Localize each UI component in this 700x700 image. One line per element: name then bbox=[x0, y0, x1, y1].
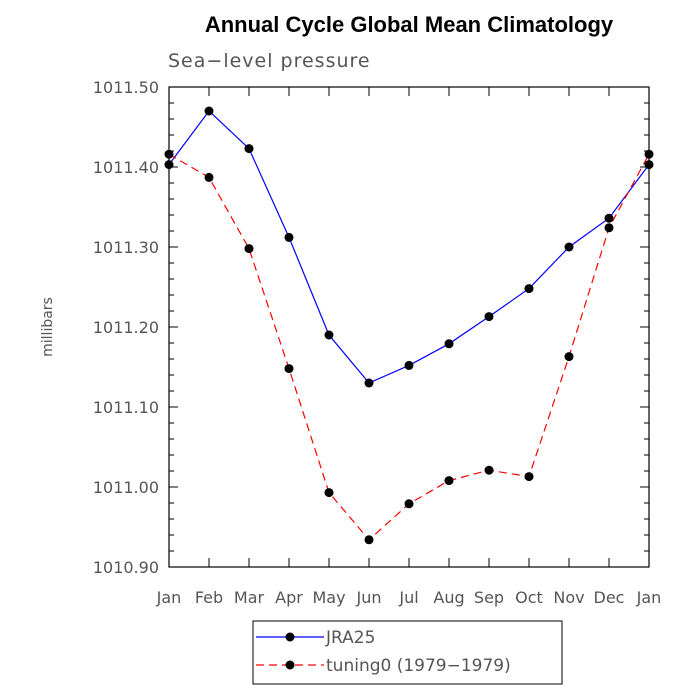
data-point bbox=[164, 149, 174, 159]
data-point bbox=[244, 244, 254, 254]
data-point bbox=[164, 160, 174, 170]
y-tick-label: 1011.10 bbox=[93, 398, 159, 417]
data-point bbox=[364, 535, 374, 545]
data-point bbox=[364, 378, 374, 388]
data-point bbox=[444, 476, 454, 486]
y-tick-label: 1011.30 bbox=[93, 238, 159, 257]
legend-label: tuning0 (1979−1979) bbox=[326, 656, 511, 676]
data-point bbox=[524, 472, 534, 482]
data-point bbox=[244, 144, 254, 154]
data-point bbox=[484, 312, 494, 322]
data-point bbox=[564, 352, 574, 362]
data-point bbox=[524, 284, 534, 294]
plot-frame bbox=[168, 86, 650, 568]
data-point bbox=[284, 364, 294, 374]
y-tick-label: 1011.40 bbox=[93, 158, 159, 177]
data-point bbox=[324, 330, 334, 340]
x-tick-label: Jan bbox=[636, 588, 662, 607]
y-axis-label: millibars bbox=[40, 297, 56, 357]
data-point bbox=[644, 160, 654, 170]
x-tick-label: Sep bbox=[474, 588, 504, 607]
y-tick-label: 1011.20 bbox=[93, 318, 159, 337]
legend: JRA25 tuning0 (1979−1979) bbox=[252, 620, 563, 685]
data-point bbox=[644, 149, 654, 159]
data-point bbox=[484, 465, 494, 475]
x-tick-label: Jul bbox=[398, 588, 418, 607]
legend-marker bbox=[285, 632, 295, 642]
x-tick-label: Aug bbox=[433, 588, 464, 607]
x-tick-label: Mar bbox=[234, 588, 265, 607]
data-point bbox=[324, 488, 334, 498]
chart-subtitle: Sea−level pressure bbox=[168, 50, 371, 72]
data-point bbox=[204, 172, 214, 182]
x-tick-label: May bbox=[312, 588, 345, 607]
y-tick-label: 1011.50 bbox=[93, 78, 159, 97]
data-point bbox=[404, 499, 414, 509]
legend-label: JRA25 bbox=[325, 628, 375, 648]
legend-marker bbox=[285, 660, 295, 670]
data-point bbox=[284, 232, 294, 242]
x-tick-label: Dec bbox=[594, 588, 625, 607]
x-tick-label: Feb bbox=[195, 588, 223, 607]
y-tick-label: 1011.00 bbox=[93, 478, 159, 497]
series-line bbox=[168, 153, 650, 541]
legend-box bbox=[252, 620, 563, 685]
data-point bbox=[604, 213, 614, 223]
y-tick-label: 1010.90 bbox=[93, 558, 159, 577]
x-tick-label: Oct bbox=[515, 588, 543, 607]
x-tick-label: Jun bbox=[356, 588, 382, 607]
data-point bbox=[604, 223, 614, 233]
series-line bbox=[168, 110, 650, 384]
data-point bbox=[444, 339, 454, 349]
data-point bbox=[564, 242, 574, 252]
x-tick-label: Jan bbox=[156, 588, 182, 607]
x-tick-label: Nov bbox=[553, 588, 584, 607]
chart-title: Annual Cycle Global Mean Climatology bbox=[205, 12, 614, 37]
data-point bbox=[404, 360, 414, 370]
x-tick-label: Apr bbox=[275, 588, 303, 607]
plot-area: 1010.90 1011.00 1011.10 1011.20 1011.30 1011.… bbox=[93, 78, 662, 607]
data-point bbox=[204, 106, 214, 116]
